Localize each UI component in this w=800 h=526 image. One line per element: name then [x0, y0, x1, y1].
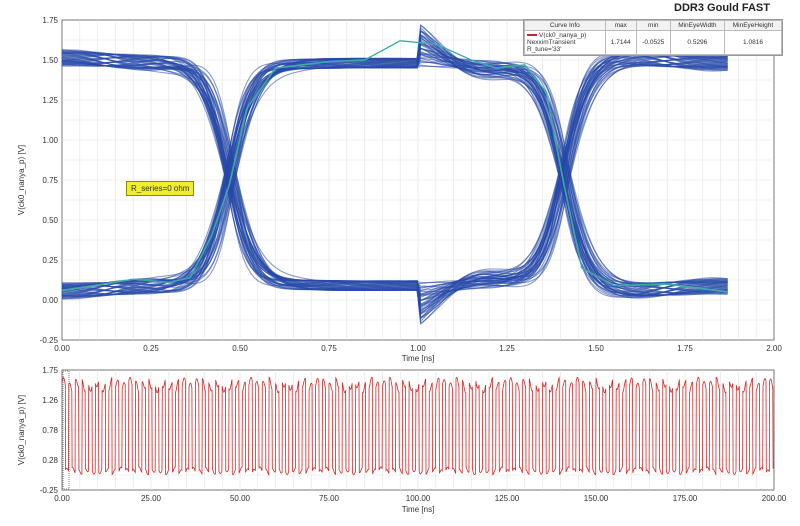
eye-y-tick-label: 1.25	[42, 96, 58, 105]
wave-y-tick-label: -0.25	[40, 486, 59, 495]
wave-y-tick-label: 1.26	[42, 396, 58, 405]
wave-y-tick-label: 0.28	[42, 456, 58, 465]
eye-x-tick-label: 1.25	[499, 344, 515, 353]
eye-trace	[61, 29, 728, 295]
page-title: DDR3 Gould FAST	[674, 2, 770, 14]
eye-y-tick-label: 1.75	[42, 16, 58, 25]
wave-x-axis-label: Time [ns]	[402, 505, 435, 514]
eye-x-tick-label: 0.75	[321, 344, 337, 353]
legend-curve-solver: NexximTransient	[527, 39, 576, 46]
zoom-marker	[62, 370, 70, 490]
eye-x-tick-label: 0.50	[232, 344, 248, 353]
legend-min-value: -0.0525	[635, 30, 671, 55]
eye-trace-complement	[61, 53, 728, 319]
legend-curve-info-cell: V(ck0_nanya_p) NexximTransient R_tune='3…	[524, 30, 606, 55]
eye-y-axis-label: V(ck0_nanya_p) [V]	[17, 145, 26, 215]
eye-trace-complement	[61, 51, 728, 320]
curve-info-legend: Curve Info max min MinEyeWidth MinEyeHei…	[523, 19, 783, 56]
r-series-annotation: R_series=0 ohm	[126, 181, 195, 196]
legend-curve-name: V(ck0_nanya_p)	[539, 32, 587, 39]
wave-x-tick-label: 0.00	[54, 494, 70, 503]
eye-y-tick-label: 0.25	[42, 256, 58, 265]
eye-y-tick-label: -0.25	[40, 336, 59, 345]
eye-x-tick-label: 0.00	[54, 344, 70, 353]
wave-x-tick-label: 50.00	[230, 494, 251, 503]
legend-min-eye-width-value: 0.5296	[669, 30, 725, 55]
wave-x-tick-label: 100.00	[406, 494, 431, 503]
transient-waveform	[61, 370, 775, 490]
legend-header-min: min	[635, 20, 671, 31]
legend-header-min-eye-height: MinEyeHeight	[723, 20, 783, 31]
legend-header-min-eye-width: MinEyeWidth	[669, 20, 725, 31]
eye-y-tick-label: 1.00	[42, 136, 58, 145]
eye-trace-complement	[61, 49, 728, 315]
eye-x-tick-label: 2.00	[766, 344, 782, 353]
eye-y-tick-label: 0.75	[42, 176, 58, 185]
eye-x-tick-label: 1.00	[410, 344, 426, 353]
eye-x-tick-label: 0.25	[143, 344, 159, 353]
wave-y-tick-label: 1.75	[42, 366, 58, 375]
legend-swatch	[527, 34, 537, 37]
legend-max-value: 1.7144	[604, 30, 637, 55]
eye-x-tick-label: 1.75	[677, 344, 693, 353]
eye-trace	[61, 34, 728, 300]
wave-x-tick-label: 200.00	[762, 494, 787, 503]
eye-x-tick-label: 1.50	[588, 344, 604, 353]
wave-x-tick-label: 125.00	[495, 494, 520, 503]
eye-diagram-traces	[61, 23, 728, 325]
legend-min-eye-height-value: 1.0816	[723, 30, 783, 55]
eye-y-tick-label: 0.00	[42, 296, 58, 305]
wave-x-tick-label: 150.00	[584, 494, 609, 503]
eye-y-tick-label: 0.50	[42, 216, 58, 225]
wave-x-tick-label: 75.00	[319, 494, 340, 503]
wave-x-tick-label: 175.00	[673, 494, 698, 503]
series-trace-green	[61, 40, 728, 293]
eye-trace-complement	[61, 52, 728, 307]
wave-y-tick-label: 0.78	[42, 426, 58, 435]
legend-header-max: max	[604, 20, 637, 31]
legend-curve-param: R_tune='33'	[527, 46, 562, 53]
waveform-line	[61, 376, 775, 476]
tick-labels: 0.00 0.25 0.50 0.75 1.00 1.25 1.50 1.75 2.00 -0.2…	[40, 16, 787, 503]
legend-header-curve-info: Curve Info	[524, 20, 606, 31]
eye-x-axis-label: Time [ns]	[402, 354, 435, 363]
wave-y-axis-label: V(ck0_nanya_p) [V]	[17, 395, 26, 465]
eye-trace	[61, 26, 728, 299]
wave-x-tick-label: 25.00	[141, 494, 162, 503]
eye-trace	[61, 42, 728, 296]
eye-y-tick-label: 1.50	[42, 56, 58, 65]
eye-trace	[61, 47, 728, 298]
